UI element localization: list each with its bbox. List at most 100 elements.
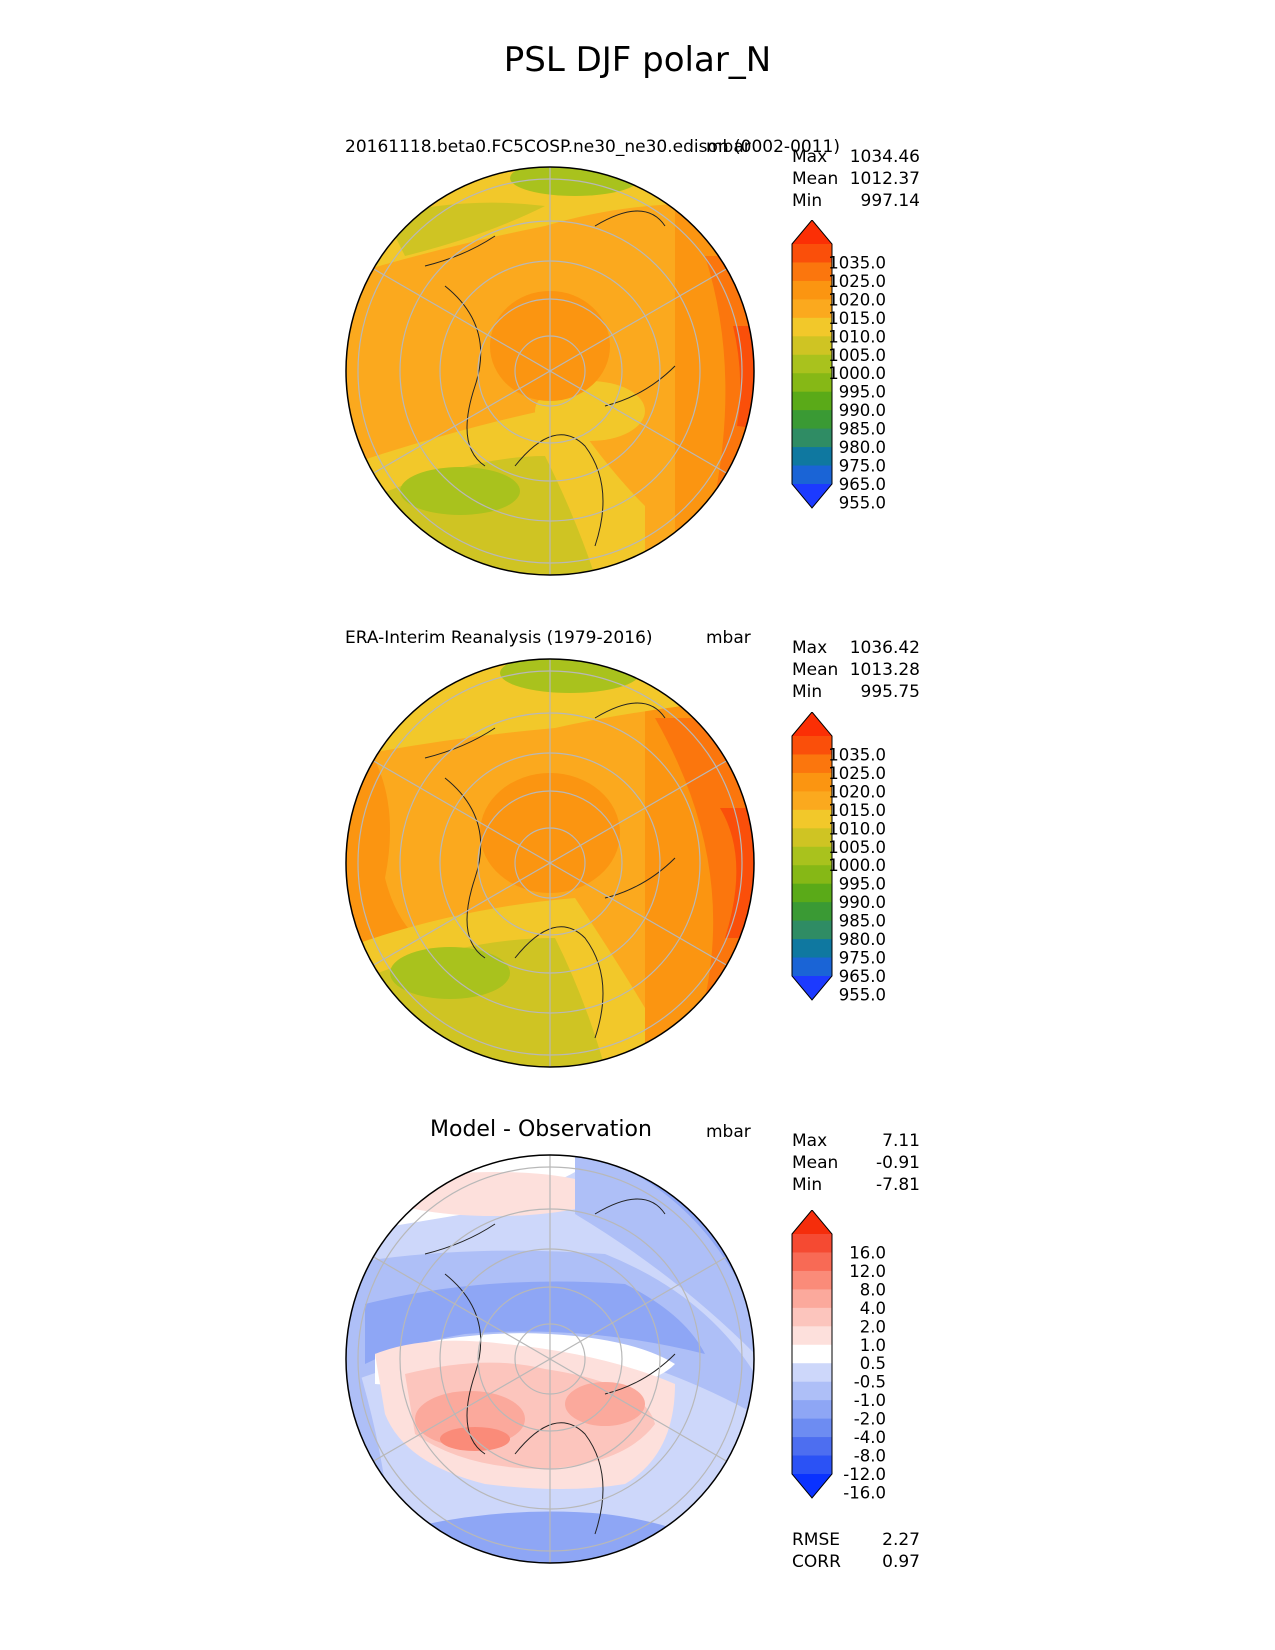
colorbar-outline [791,1210,833,1499]
figure-title: PSL DJF polar_N [503,40,772,80]
colorbar-tick-label: -0.5 [854,1373,886,1392]
colorbar-tick-label: -8.0 [854,1447,886,1466]
colorbar-band [792,939,832,959]
colorbar-band [792,1234,832,1253]
colorbar-extend-max [792,1210,832,1234]
colorbar-tick-label: 1.0 [860,1336,886,1355]
colorbar-tick-label: 1025.0 [828,764,886,783]
stat-value: -0.91 [876,1153,920,1173]
stat-value: 997.14 [860,191,920,211]
field-fill [385,202,545,256]
colorbar-band [792,244,832,263]
colorbar-tick-label: 990.0 [839,893,886,912]
panel-1-stats: Max 1034.46 Mean 1012.37 Min 997.14 [792,146,920,212]
colorbar-tick-label: 4.0 [860,1299,886,1318]
colorbar-band [792,1326,832,1346]
stat-label: Max [792,147,828,167]
colorbar-tick-label: 1035.0 [828,745,886,764]
graticule [357,659,743,1067]
map-boundary [345,1154,755,1564]
colorbar-tick-label: 1010.0 [828,819,886,838]
colorbar-extend-min [792,484,832,508]
stat-value: -7.81 [876,1175,920,1195]
colorbar-tick-label: 1015.0 [828,309,886,328]
panel-2-title: ERA-Interim Reanalysis (1979-2016) [345,628,653,648]
colorbar-extend-max [792,220,832,244]
colorbar-tick-label: -12.0 [843,1465,886,1484]
stat-value: 1012.37 [849,169,920,189]
colorbar-tick-label: 2.0 [860,1317,886,1336]
field-fill [705,256,754,496]
colorbar-band [792,920,832,940]
panel-3-polar-map [345,1154,755,1564]
colorbar-tick-label: -4.0 [854,1428,886,1447]
stat-value: 7.11 [882,1131,920,1151]
colorbar-band [792,828,832,848]
colorbar-tick-label: -1.0 [854,1391,886,1410]
metric-label: RMSE [792,1530,841,1550]
colorbar-band [792,1363,832,1383]
colorbar-band [792,354,832,374]
colorbar-band [792,772,832,792]
colorbar-band [792,428,832,448]
colorbar-tick-label: 995.0 [839,875,886,894]
colorbar-tick-label: 995.0 [839,383,886,402]
panel-2-polar-map [345,658,755,1068]
colorbar-band [792,447,832,467]
colorbar-extend-max [792,712,832,736]
colorbar-tick-label: 955.0 [839,493,886,512]
coastline [424,210,676,547]
colorbar-band [792,1252,832,1272]
panel-1-title: 20161118.beta0.FC5COSP.ne30_ne30.edison … [345,137,840,157]
colorbar-tick-label: 0.5 [860,1354,886,1373]
colorbar-tick-label: 1035.0 [828,253,886,272]
colorbar-tick-label: 1005.0 [828,838,886,857]
colorbar-outline [791,220,833,509]
stat-label: Mean [792,169,839,189]
colorbar-band [792,791,832,811]
colorbar-tick-label: 985.0 [839,420,886,439]
colorbar-band [792,1455,832,1475]
colorbar-outline [791,712,833,1001]
stat-label: Min [792,1175,823,1195]
colorbar-band [792,280,832,300]
colorbar-band [792,1307,832,1327]
colorbar-extend-min [792,1474,832,1498]
metric-label: CORR [792,1552,841,1572]
panel-2-units: mbar [706,628,751,648]
colorbar-tick-label: 1015.0 [828,801,886,820]
stat-label: Mean [792,660,839,680]
colorbar-band [792,373,832,393]
stat-value: 1034.46 [849,147,920,167]
colorbar-band [792,1381,832,1401]
colorbar-band [792,391,832,411]
colorbar-band [792,336,832,356]
colorbar-band [792,1437,832,1457]
colorbar-tick-label: 1000.0 [828,856,886,875]
map-boundary [345,658,755,1068]
colorbar-tick-label: -16.0 [843,1483,886,1502]
colorbar-band [792,809,832,829]
colorbar-tick-label: 12.0 [849,1262,886,1281]
colorbar-band [792,754,832,774]
colorbar-tick-label: 975.0 [839,949,886,968]
graticule [357,167,743,575]
colorbar-band [792,883,832,903]
colorbar-tick-label: 1010.0 [828,327,886,346]
colorbar-tick-label: 955.0 [839,985,886,1004]
metric-value: 0.97 [882,1552,920,1572]
field-fill [733,326,754,428]
panel-3-colorbar: 16.012.08.04.02.01.00.5-0.5-1.0-2.0-4.0-… [791,1210,886,1502]
colorbar-band [792,1344,832,1364]
colorbar-tick-label: 1020.0 [828,782,886,801]
colorbar-band [792,1418,832,1438]
colorbar-band [792,262,832,282]
map-boundary [345,166,755,576]
colorbar-tick-label: 8.0 [860,1280,886,1299]
colorbar-band [792,846,832,866]
stat-label: Mean [792,1153,839,1173]
colorbar-band [792,299,832,319]
colorbar-tick-label: 975.0 [839,457,886,476]
colorbar-extend-min [792,976,832,1000]
panel-3-stats: Max 7.11 Mean -0.91 Min -7.81 [792,1130,920,1196]
